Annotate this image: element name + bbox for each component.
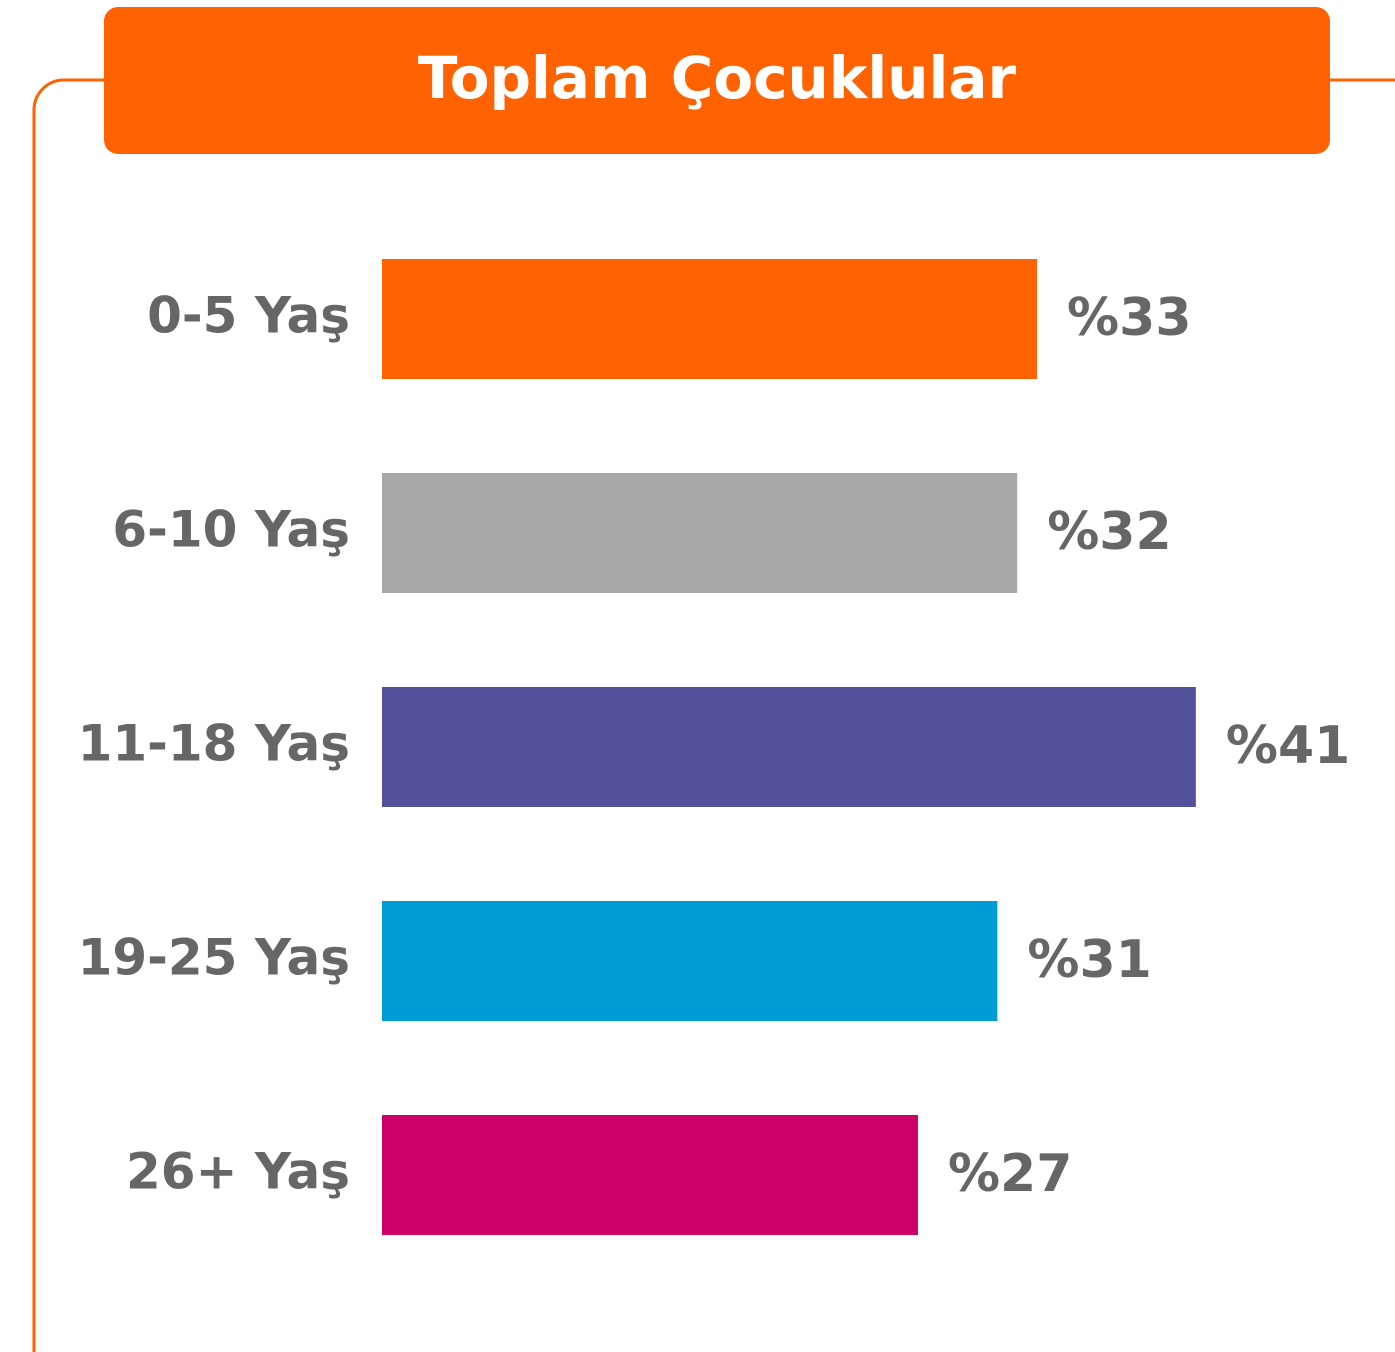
category-label: 11-18 Yaş xyxy=(78,715,350,773)
bar xyxy=(382,1115,918,1235)
value-label: %31 xyxy=(1027,930,1151,990)
category-label: 0-5 Yaş xyxy=(147,287,350,345)
bar xyxy=(382,259,1038,379)
value-label: %32 xyxy=(1047,502,1171,562)
category-label: 6-10 Yaş xyxy=(112,501,350,559)
bar xyxy=(382,473,1018,593)
bar xyxy=(382,687,1196,807)
value-label: %33 xyxy=(1067,288,1191,348)
category-label: 19-25 Yaş xyxy=(78,929,350,987)
title-banner xyxy=(104,7,1330,154)
value-label: %27 xyxy=(948,1144,1072,1204)
bar xyxy=(382,901,998,1021)
value-label: %41 xyxy=(1226,716,1350,776)
chart-title: Toplam Çocuklular xyxy=(418,44,1017,112)
category-label: 26+ Yaş xyxy=(126,1143,350,1201)
